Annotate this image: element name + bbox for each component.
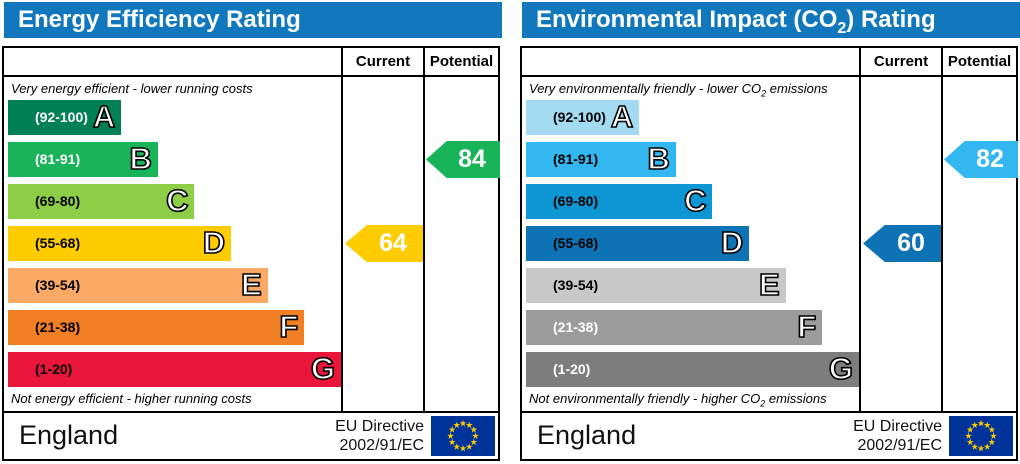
title-text-post: ) Rating bbox=[846, 6, 936, 33]
band-range-label: (81-91) bbox=[35, 151, 81, 167]
column-divider bbox=[423, 48, 425, 411]
rating-band-G: (1-20) G bbox=[526, 351, 859, 387]
caption-text: Not energy efficient - higher running co… bbox=[11, 391, 252, 406]
current-rating-arrow: 60 bbox=[863, 225, 941, 262]
top-caption: Very environmentally friendly - lower CO… bbox=[529, 81, 828, 99]
band-range-label: (39-54) bbox=[35, 277, 81, 293]
band-letter: D bbox=[720, 225, 744, 261]
rating-bands: (92-100) A (81-91) B (69-80) C (55-68) D (39-54)… bbox=[8, 99, 341, 387]
eu-flag-icon bbox=[949, 416, 1013, 456]
band-range-label: (21-38) bbox=[35, 319, 81, 335]
rating-band-C: (69-80) C bbox=[8, 183, 195, 219]
band-range-label: (81-91) bbox=[553, 151, 599, 167]
band-letter: G bbox=[310, 351, 336, 387]
rating-band-A: (92-100) A bbox=[526, 99, 640, 135]
rating-band-G: (1-20) G bbox=[8, 351, 341, 387]
band-range-label: (1-20) bbox=[553, 361, 591, 377]
band-letter: G bbox=[828, 351, 854, 387]
eu-directive-line2: 2002/91/EC bbox=[857, 437, 942, 454]
rating-band-F: (21-38) F bbox=[526, 309, 823, 345]
panel-footer: England EU Directive 2002/91/EC bbox=[2, 413, 500, 461]
band-letter: D bbox=[202, 225, 226, 261]
co2-rating-chart: Current Potential Very environmentally f… bbox=[520, 46, 1018, 413]
band-range-label: (69-80) bbox=[35, 193, 81, 209]
column-header-row: Current Potential bbox=[522, 48, 1016, 77]
band-letter: C bbox=[165, 183, 189, 219]
rating-band-B: (81-91) B bbox=[526, 141, 676, 177]
top-caption: Very energy efficient - lower running co… bbox=[11, 81, 253, 96]
caption-text: Very energy efficient - lower running co… bbox=[11, 81, 253, 96]
band-letter: F bbox=[797, 309, 818, 345]
caption-subscript: 2 bbox=[760, 398, 766, 409]
environmental-impact-panel: Environmental Impact (CO2) Rating Curren… bbox=[518, 0, 1020, 464]
potential-rating-arrow: 82 bbox=[944, 141, 1018, 178]
caption-text-post: emissions bbox=[766, 81, 828, 96]
rating-band-A: (92-100) A bbox=[8, 99, 122, 135]
rating-band-D: (55-68) D bbox=[526, 225, 750, 261]
column-divider bbox=[859, 48, 861, 411]
rating-band-E: (39-54) E bbox=[8, 267, 268, 303]
title-subscript: 2 bbox=[837, 19, 847, 37]
rating-bands: (92-100) A (81-91) B (69-80) C (55-68) D (39-54)… bbox=[526, 99, 859, 387]
eu-directive-label: EU Directive 2002/91/EC bbox=[853, 417, 942, 455]
rating-band-F: (21-38) F bbox=[8, 309, 305, 345]
band-range-label: (39-54) bbox=[553, 277, 599, 293]
band-range-label: (21-38) bbox=[553, 319, 599, 335]
band-letter: C bbox=[683, 183, 707, 219]
current-column-header: Current bbox=[355, 53, 411, 70]
potential-column-header: Potential bbox=[947, 53, 1012, 70]
band-range-label: (55-68) bbox=[553, 235, 599, 251]
environmental-impact-title: Environmental Impact (CO2) Rating bbox=[522, 2, 1020, 38]
eu-directive-line1: EU Directive bbox=[853, 418, 942, 435]
energy-efficiency-title: Energy Efficiency Rating bbox=[4, 2, 502, 38]
region-label: England bbox=[19, 420, 119, 450]
band-range-label: (92-100) bbox=[35, 109, 88, 125]
caption-text: Very environmentally friendly - lower CO bbox=[529, 81, 762, 96]
potential-rating-arrow: 84 bbox=[426, 141, 500, 178]
band-letter: B bbox=[129, 141, 153, 177]
band-letter: A bbox=[610, 99, 634, 135]
current-rating-arrow: 64 bbox=[345, 225, 423, 262]
title-text: Environmental Impact (CO bbox=[536, 6, 838, 33]
band-range-label: (92-100) bbox=[553, 109, 606, 125]
band-letter: F bbox=[279, 309, 300, 345]
rating-band-D: (55-68) D bbox=[8, 225, 232, 261]
column-header-row: Current Potential bbox=[4, 48, 498, 77]
band-range-label: (69-80) bbox=[553, 193, 599, 209]
energy-efficiency-panel: Energy Efficiency Rating Current Potenti… bbox=[0, 0, 502, 464]
band-letter: B bbox=[647, 141, 671, 177]
caption-subscript: 2 bbox=[761, 88, 767, 99]
caption-text-post: emissions bbox=[765, 391, 827, 406]
column-divider bbox=[941, 48, 943, 411]
energy-rating-chart: Current Potential Very energy efficient … bbox=[2, 46, 500, 413]
region-label: England bbox=[537, 420, 637, 450]
current-column-header: Current bbox=[873, 53, 929, 70]
rating-band-C: (69-80) C bbox=[526, 183, 713, 219]
rating-band-B: (81-91) B bbox=[8, 141, 158, 177]
eu-flag-icon bbox=[431, 416, 495, 456]
eu-directive-label: EU Directive 2002/91/EC bbox=[335, 417, 424, 455]
rating-band-E: (39-54) E bbox=[526, 267, 786, 303]
title-text: Energy Efficiency Rating bbox=[18, 6, 301, 33]
band-letter: E bbox=[240, 267, 262, 303]
band-range-label: (1-20) bbox=[35, 361, 73, 377]
band-range-label: (55-68) bbox=[35, 235, 81, 251]
band-letter: A bbox=[92, 99, 116, 135]
panel-footer: England EU Directive 2002/91/EC bbox=[520, 413, 1018, 461]
bottom-caption: Not energy efficient - higher running co… bbox=[11, 391, 252, 406]
eu-directive-line1: EU Directive bbox=[335, 418, 424, 435]
column-divider bbox=[341, 48, 343, 411]
potential-column-header: Potential bbox=[429, 53, 494, 70]
bottom-caption: Not environmentally friendly - higher CO… bbox=[529, 391, 827, 409]
caption-text: Not environmentally friendly - higher CO bbox=[529, 391, 761, 406]
eu-directive-line2: 2002/91/EC bbox=[339, 437, 424, 454]
band-letter: E bbox=[758, 267, 780, 303]
